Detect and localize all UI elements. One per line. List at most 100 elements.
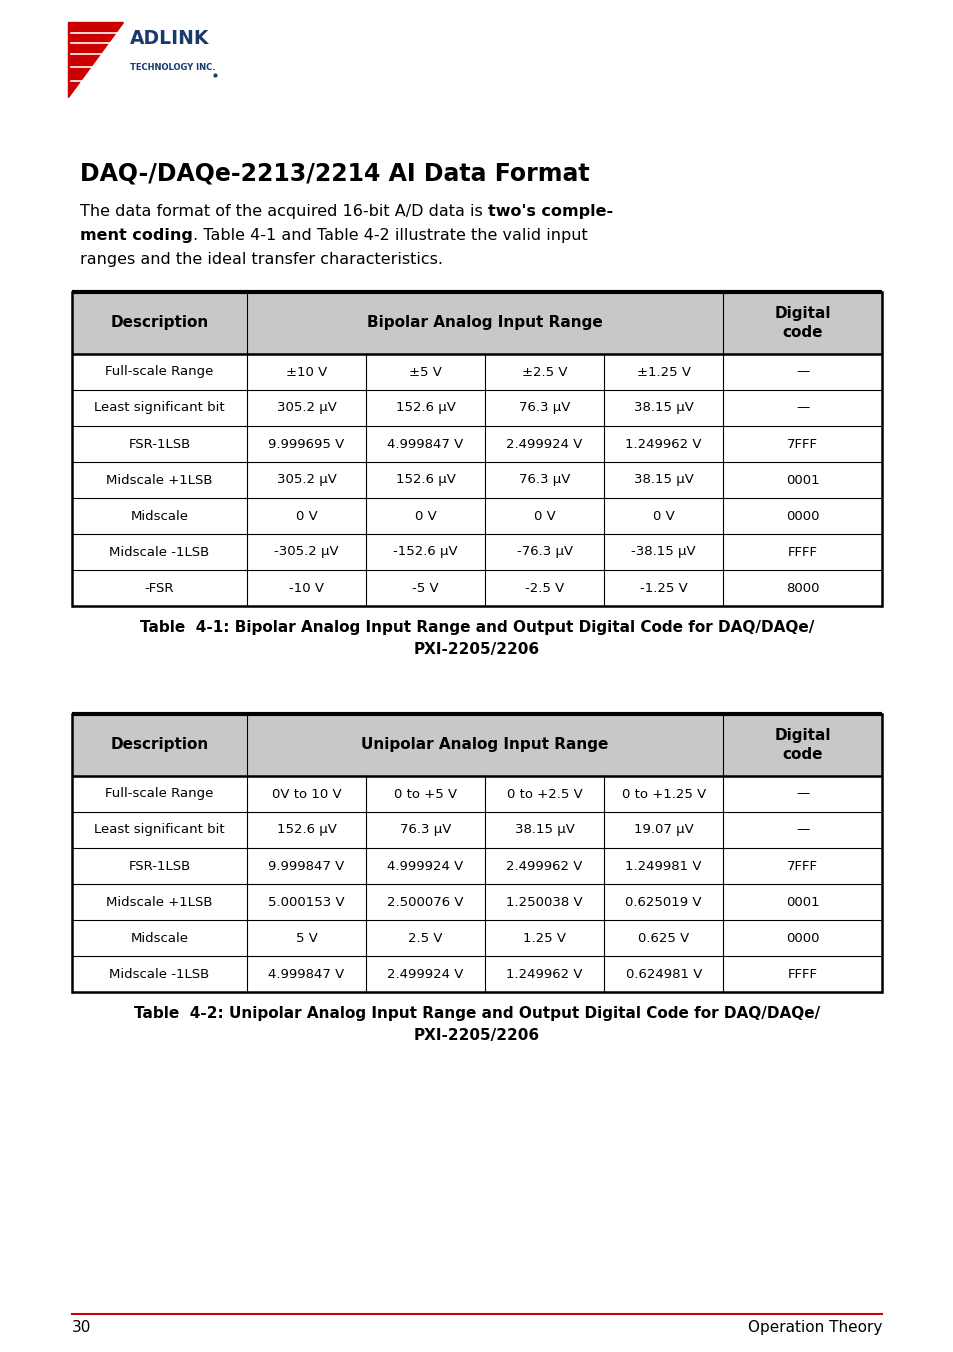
Text: 1.250038 V: 1.250038 V (506, 895, 582, 909)
Text: 0 to +5 V: 0 to +5 V (394, 787, 456, 800)
Text: 7FFF: 7FFF (786, 438, 818, 450)
Text: 2.5 V: 2.5 V (408, 932, 442, 945)
Text: 1.249981 V: 1.249981 V (625, 860, 701, 872)
Text: 7FFF: 7FFF (786, 860, 818, 872)
Text: 0 to +1.25 V: 0 to +1.25 V (621, 787, 705, 800)
Text: —: — (795, 365, 808, 379)
Text: Unipolar Analog Input Range: Unipolar Analog Input Range (361, 737, 608, 753)
Text: FFFF: FFFF (787, 968, 817, 980)
Text: 0 V: 0 V (652, 510, 674, 522)
Text: Digital
code: Digital code (774, 306, 830, 339)
Text: ±1.25 V: ±1.25 V (636, 365, 690, 379)
Text: Midscale -1LSB: Midscale -1LSB (110, 968, 210, 980)
Text: 8000: 8000 (785, 581, 819, 595)
Text: -38.15 μV: -38.15 μV (631, 545, 696, 558)
Text: Midscale +1LSB: Midscale +1LSB (106, 473, 213, 487)
Text: 76.3 μV: 76.3 μV (518, 402, 570, 415)
Text: 1.249962 V: 1.249962 V (506, 968, 582, 980)
Text: -76.3 μV: -76.3 μV (516, 545, 572, 558)
Text: TECHNOLOGY INC.: TECHNOLOGY INC. (130, 62, 215, 72)
Text: Midscale: Midscale (131, 932, 189, 945)
Text: 0V to 10 V: 0V to 10 V (272, 787, 341, 800)
Text: 0001: 0001 (785, 473, 819, 487)
Text: 38.15 μV: 38.15 μV (633, 473, 693, 487)
Text: 30: 30 (71, 1320, 91, 1334)
Text: 76.3 μV: 76.3 μV (399, 823, 451, 837)
Text: 152.6 μV: 152.6 μV (395, 402, 455, 415)
Text: 305.2 μV: 305.2 μV (276, 473, 336, 487)
Text: —: — (795, 787, 808, 800)
Text: FSR-1LSB: FSR-1LSB (129, 860, 191, 872)
Bar (71, 714, 882, 776)
Text: 38.15 μV: 38.15 μV (633, 402, 693, 415)
Text: . Table 4-1 and Table 4-2 illustrate the valid input: . Table 4-1 and Table 4-2 illustrate the… (193, 228, 587, 243)
Text: 2.499962 V: 2.499962 V (506, 860, 582, 872)
Text: FFFF: FFFF (787, 545, 817, 558)
Text: 0 V: 0 V (295, 510, 317, 522)
Text: 1.249962 V: 1.249962 V (625, 438, 701, 450)
Text: ±2.5 V: ±2.5 V (521, 365, 567, 379)
Text: —: — (795, 823, 808, 837)
Text: 0001: 0001 (785, 895, 819, 909)
Text: -305.2 μV: -305.2 μV (274, 545, 338, 558)
Text: ±10 V: ±10 V (286, 365, 327, 379)
Text: 0000: 0000 (785, 932, 819, 945)
Text: 0 V: 0 V (415, 510, 436, 522)
Text: 19.07 μV: 19.07 μV (633, 823, 693, 837)
Text: 4.999847 V: 4.999847 V (387, 438, 463, 450)
Text: Full-scale Range: Full-scale Range (105, 365, 213, 379)
Text: 4.999924 V: 4.999924 V (387, 860, 463, 872)
Text: Least significant bit: Least significant bit (94, 823, 225, 837)
Text: PXI-2205/2206: PXI-2205/2206 (414, 642, 539, 657)
Text: 1.25 V: 1.25 V (522, 932, 565, 945)
Text: -5 V: -5 V (412, 581, 438, 595)
Text: 305.2 μV: 305.2 μV (276, 402, 336, 415)
Text: Description: Description (111, 315, 209, 330)
Text: -2.5 V: -2.5 V (524, 581, 563, 595)
Text: -FSR: -FSR (145, 581, 174, 595)
Text: 2.499924 V: 2.499924 V (506, 438, 582, 450)
Text: ADLINK: ADLINK (130, 30, 209, 49)
Text: Bipolar Analog Input Range: Bipolar Analog Input Range (367, 315, 602, 330)
Text: Midscale: Midscale (131, 510, 189, 522)
Text: 2.499924 V: 2.499924 V (387, 968, 463, 980)
Text: 76.3 μV: 76.3 μV (518, 473, 570, 487)
Text: 152.6 μV: 152.6 μV (395, 473, 455, 487)
Text: 152.6 μV: 152.6 μV (276, 823, 336, 837)
Text: 5.000153 V: 5.000153 V (268, 895, 344, 909)
Text: 0.624981 V: 0.624981 V (625, 968, 701, 980)
Text: Digital
code: Digital code (774, 729, 830, 761)
Text: ranges and the ideal transfer characteristics.: ranges and the ideal transfer characteri… (80, 251, 442, 266)
Text: 4.999847 V: 4.999847 V (268, 968, 344, 980)
Text: 0.625019 V: 0.625019 V (625, 895, 701, 909)
Text: ±5 V: ±5 V (409, 365, 441, 379)
Polygon shape (68, 22, 123, 97)
Text: Least significant bit: Least significant bit (94, 402, 225, 415)
Text: Operation Theory: Operation Theory (747, 1320, 882, 1334)
Text: —: — (795, 402, 808, 415)
Text: PXI-2205/2206: PXI-2205/2206 (414, 1028, 539, 1042)
Text: Table  4-1: Bipolar Analog Input Range and Output Digital Code for DAQ/DAQe/: Table 4-1: Bipolar Analog Input Range an… (140, 621, 813, 635)
Text: 2.500076 V: 2.500076 V (387, 895, 463, 909)
Text: Midscale -1LSB: Midscale -1LSB (110, 545, 210, 558)
Text: 5 V: 5 V (295, 932, 317, 945)
Text: Midscale +1LSB: Midscale +1LSB (106, 895, 213, 909)
Text: Table  4-2: Unipolar Analog Input Range and Output Digital Code for DAQ/DAQe/: Table 4-2: Unipolar Analog Input Range a… (133, 1006, 820, 1021)
Text: 9.999695 V: 9.999695 V (268, 438, 344, 450)
Text: ment coding: ment coding (80, 228, 193, 243)
Text: The data format of the acquired 16-bit A/D data is: The data format of the acquired 16-bit A… (80, 204, 487, 219)
Text: 0 to +2.5 V: 0 to +2.5 V (506, 787, 582, 800)
Text: 38.15 μV: 38.15 μV (515, 823, 574, 837)
Text: 0.625 V: 0.625 V (638, 932, 689, 945)
Text: -1.25 V: -1.25 V (639, 581, 687, 595)
Text: two's comple-: two's comple- (487, 204, 613, 219)
Text: -152.6 μV: -152.6 μV (393, 545, 457, 558)
Text: Full-scale Range: Full-scale Range (105, 787, 213, 800)
Bar (71, 292, 882, 354)
Text: 0000: 0000 (785, 510, 819, 522)
Text: FSR-1LSB: FSR-1LSB (129, 438, 191, 450)
Text: Description: Description (111, 737, 209, 753)
Text: -10 V: -10 V (289, 581, 324, 595)
Text: 0 V: 0 V (533, 510, 555, 522)
Text: 9.999847 V: 9.999847 V (268, 860, 344, 872)
